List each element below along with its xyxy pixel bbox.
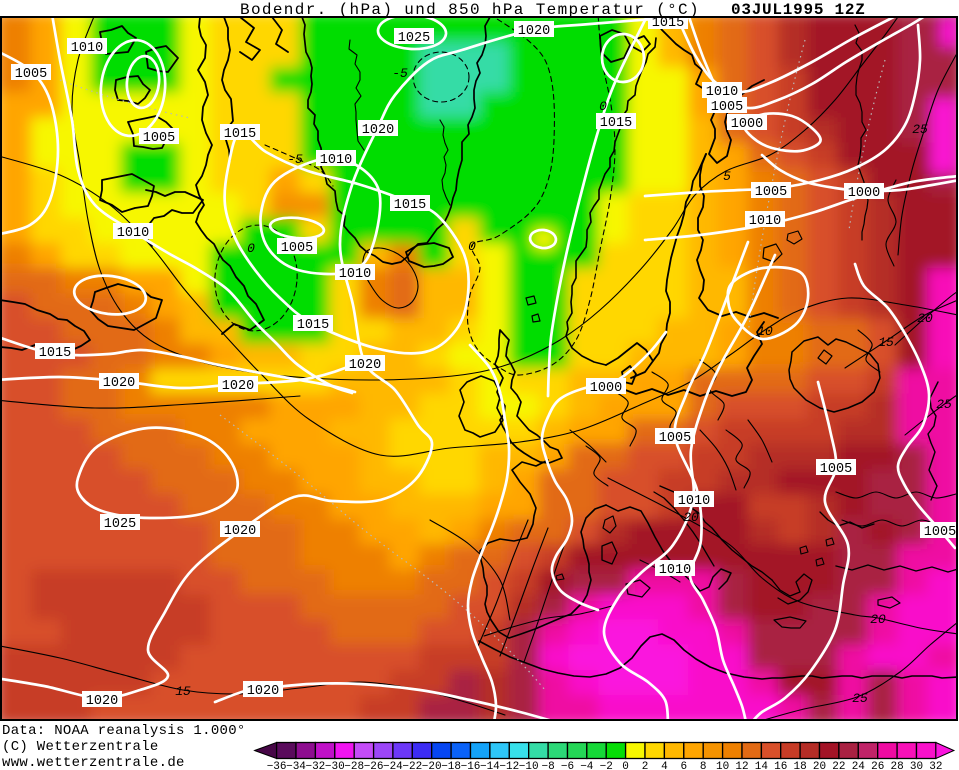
svg-text:10: 10 xyxy=(716,761,729,770)
svg-text:15: 15 xyxy=(878,335,894,350)
svg-text:1015: 1015 xyxy=(224,127,256,142)
svg-text:1025: 1025 xyxy=(104,517,136,532)
svg-text:−6: −6 xyxy=(561,761,574,770)
svg-text:1020: 1020 xyxy=(103,376,135,391)
svg-text:2: 2 xyxy=(642,761,649,770)
svg-text:Data: NOAA reanalysis 1.000°: Data: NOAA reanalysis 1.000° xyxy=(2,723,246,739)
svg-text:1020: 1020 xyxy=(222,379,254,394)
svg-text:8: 8 xyxy=(700,761,707,770)
svg-text:20: 20 xyxy=(813,761,826,770)
svg-text:−18: −18 xyxy=(441,761,461,770)
svg-text:4: 4 xyxy=(661,761,668,770)
svg-text:1010: 1010 xyxy=(320,153,352,168)
svg-text:1005: 1005 xyxy=(924,525,956,540)
svg-text:1010: 1010 xyxy=(71,41,103,56)
svg-text:-5: -5 xyxy=(392,66,408,81)
svg-text:28: 28 xyxy=(890,761,903,770)
svg-text:1010: 1010 xyxy=(706,85,738,100)
svg-text:12: 12 xyxy=(735,761,748,770)
svg-text:0: 0 xyxy=(468,239,476,254)
svg-text:1010: 1010 xyxy=(659,563,691,578)
svg-text:1015: 1015 xyxy=(39,346,71,361)
svg-text:1000: 1000 xyxy=(590,381,622,396)
svg-text:1000: 1000 xyxy=(731,117,763,132)
svg-text:1005: 1005 xyxy=(755,185,787,200)
svg-text:16: 16 xyxy=(774,761,787,770)
svg-text:www.wetterzentrale.de: www.wetterzentrale.de xyxy=(2,755,185,770)
svg-text:30: 30 xyxy=(910,761,923,770)
svg-text:1020: 1020 xyxy=(86,694,118,709)
svg-text:0: 0 xyxy=(599,99,607,114)
svg-text:−2: −2 xyxy=(600,761,613,770)
svg-text:20: 20 xyxy=(683,510,699,525)
svg-text:22: 22 xyxy=(832,761,845,770)
svg-text:−36: −36 xyxy=(267,761,287,770)
svg-text:10: 10 xyxy=(757,324,773,339)
svg-text:6: 6 xyxy=(680,761,687,770)
svg-text:1000: 1000 xyxy=(848,186,880,201)
svg-text:(C) Wetterzentrale: (C) Wetterzentrale xyxy=(2,739,159,755)
svg-text:20: 20 xyxy=(870,612,886,627)
svg-text:1010: 1010 xyxy=(749,214,781,229)
svg-text:−12: −12 xyxy=(499,761,519,770)
svg-text:26: 26 xyxy=(871,761,884,770)
svg-text:5: 5 xyxy=(723,169,731,184)
svg-text:−30: −30 xyxy=(325,761,345,770)
svg-text:25: 25 xyxy=(912,122,928,137)
svg-text:32: 32 xyxy=(929,761,942,770)
svg-text:−28: −28 xyxy=(344,761,364,770)
svg-text:0: 0 xyxy=(622,761,629,770)
svg-text:1020: 1020 xyxy=(224,524,256,539)
svg-text:−14: −14 xyxy=(480,761,500,770)
svg-text:1020: 1020 xyxy=(518,24,550,39)
svg-text:-5: -5 xyxy=(287,152,303,167)
svg-text:18: 18 xyxy=(793,761,806,770)
svg-text:1020: 1020 xyxy=(247,684,279,699)
svg-text:20: 20 xyxy=(917,311,933,326)
svg-text:1020: 1020 xyxy=(362,123,394,138)
svg-text:25: 25 xyxy=(852,691,868,706)
svg-text:1010: 1010 xyxy=(117,226,149,241)
svg-text:24: 24 xyxy=(852,761,866,770)
svg-text:1015: 1015 xyxy=(600,116,632,131)
svg-text:1010: 1010 xyxy=(678,494,710,509)
svg-text:1025: 1025 xyxy=(398,31,430,46)
svg-text:−10: −10 xyxy=(519,761,539,770)
svg-text:1005: 1005 xyxy=(15,67,47,82)
svg-text:−24: −24 xyxy=(383,761,403,770)
svg-text:1020: 1020 xyxy=(349,358,381,373)
svg-text:−22: −22 xyxy=(402,761,422,770)
svg-text:1015: 1015 xyxy=(652,16,684,31)
svg-text:14: 14 xyxy=(755,761,769,770)
svg-text:0: 0 xyxy=(247,241,255,256)
svg-text:1005: 1005 xyxy=(711,100,743,115)
svg-text:1005: 1005 xyxy=(659,431,691,446)
svg-text:1005: 1005 xyxy=(281,241,313,256)
svg-text:1010: 1010 xyxy=(339,267,371,282)
svg-text:−8: −8 xyxy=(541,761,554,770)
svg-text:15: 15 xyxy=(175,684,191,699)
svg-text:25: 25 xyxy=(936,397,952,412)
svg-text:−26: −26 xyxy=(364,761,384,770)
svg-text:−4: −4 xyxy=(580,761,594,770)
svg-text:1015: 1015 xyxy=(297,318,329,333)
svg-text:03JUL1995 12Z: 03JUL1995 12Z xyxy=(731,1,866,19)
svg-text:−34: −34 xyxy=(286,761,306,770)
svg-text:−32: −32 xyxy=(305,761,325,770)
svg-text:−20: −20 xyxy=(422,761,442,770)
svg-text:−16: −16 xyxy=(461,761,481,770)
svg-text:1005: 1005 xyxy=(820,462,852,477)
svg-text:1015: 1015 xyxy=(394,198,426,213)
svg-text:Bodendr. (hPa) und 850 hPa Tem: Bodendr. (hPa) und 850 hPa Temperatur (°… xyxy=(240,1,700,19)
svg-text:1005: 1005 xyxy=(143,131,175,146)
